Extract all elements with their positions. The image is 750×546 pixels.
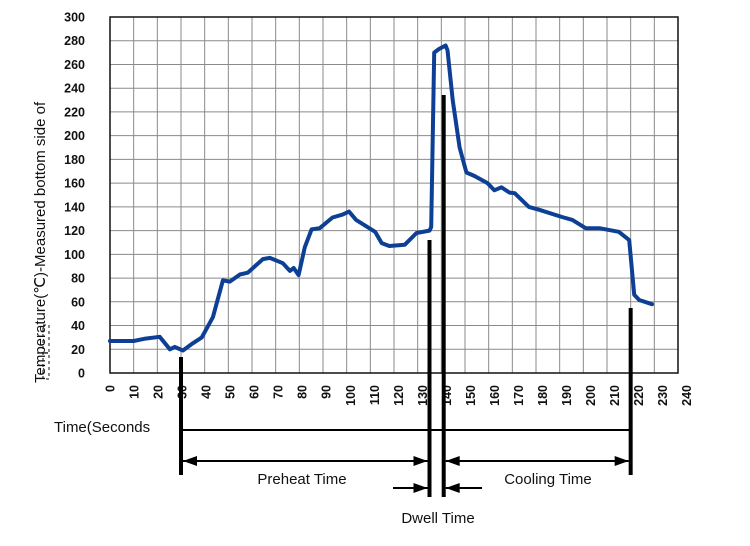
plot-border <box>109 16 679 374</box>
grid <box>109 16 679 374</box>
y-tick-label: 80 <box>71 272 85 286</box>
phase-markers <box>179 95 633 497</box>
y-tick-labels: 0 20 40 60 80 100 120 140 160 180 200 220 240 260 280 3… <box>64 11 85 381</box>
y-tick-label: 160 <box>64 177 85 191</box>
x-tick-label: 150 <box>464 385 478 406</box>
y-tick-label: 240 <box>64 82 85 96</box>
x-axis-label: Time(Seconds <box>54 419 150 436</box>
y-axis-label: Temperature(℃)-Measured bottom side of <box>32 101 49 383</box>
arrowhead-icon <box>445 483 460 493</box>
preheat-time-label: Preheat Time <box>257 471 346 488</box>
x-tick-label: 180 <box>536 385 550 406</box>
y-tick-label: 280 <box>64 34 85 48</box>
arrowhead-icon <box>445 456 460 466</box>
y-axis-label-cutoff-box <box>42 324 50 380</box>
x-tick-label: 20 <box>152 385 166 399</box>
x-tick-label: 220 <box>632 385 646 406</box>
x-tick-label: 170 <box>512 385 526 406</box>
x-tick-label: 0 <box>104 385 118 392</box>
x-tick-label: 50 <box>224 385 238 399</box>
arrowhead-icon <box>413 483 428 493</box>
x-tick-label: 100 <box>344 385 358 406</box>
cooling-time-label: Cooling Time <box>504 471 592 488</box>
y-tick-label: 140 <box>64 200 85 214</box>
x-tick-label: 90 <box>320 385 334 399</box>
x-tick-label: 190 <box>560 385 574 406</box>
y-tick-label: 0 <box>78 367 85 381</box>
arrowhead-icon <box>413 456 428 466</box>
y-tick-label: 260 <box>64 58 85 72</box>
x-tick-label: 60 <box>248 385 262 399</box>
x-tick-label: 120 <box>392 385 406 406</box>
y-tick-label: 20 <box>71 343 85 357</box>
y-tick-label: 100 <box>64 248 85 262</box>
y-tick-label: 60 <box>71 295 85 309</box>
y-tick-label: 40 <box>71 319 85 333</box>
x-tick-label: 200 <box>584 385 598 406</box>
arrowhead-icon <box>614 456 629 466</box>
x-tick-label: 80 <box>296 385 310 399</box>
x-tick-label: 130 <box>416 385 430 406</box>
x-tick-label: 70 <box>272 385 286 399</box>
y-tick-label: 220 <box>64 105 85 119</box>
temperature-curve <box>108 43 654 353</box>
x-tick-label: 240 <box>680 385 694 406</box>
x-tick-label: 230 <box>656 385 670 406</box>
y-tick-label: 120 <box>64 224 85 238</box>
dwell-time-label: Dwell Time <box>401 510 474 527</box>
arrowhead-icon <box>183 456 197 466</box>
x-tick-label: 110 <box>368 385 382 405</box>
x-tick-label: 10 <box>128 385 142 399</box>
x-tick-label: 210 <box>608 385 622 406</box>
x-tick-labels: 0102030405060708090100110120130140150160… <box>104 385 695 406</box>
y-tick-label: 200 <box>64 129 85 143</box>
y-tick-label: 180 <box>64 153 85 167</box>
x-tick-label: 160 <box>488 385 502 406</box>
y-tick-label: 300 <box>64 11 85 25</box>
x-tick-label: 40 <box>200 385 214 399</box>
